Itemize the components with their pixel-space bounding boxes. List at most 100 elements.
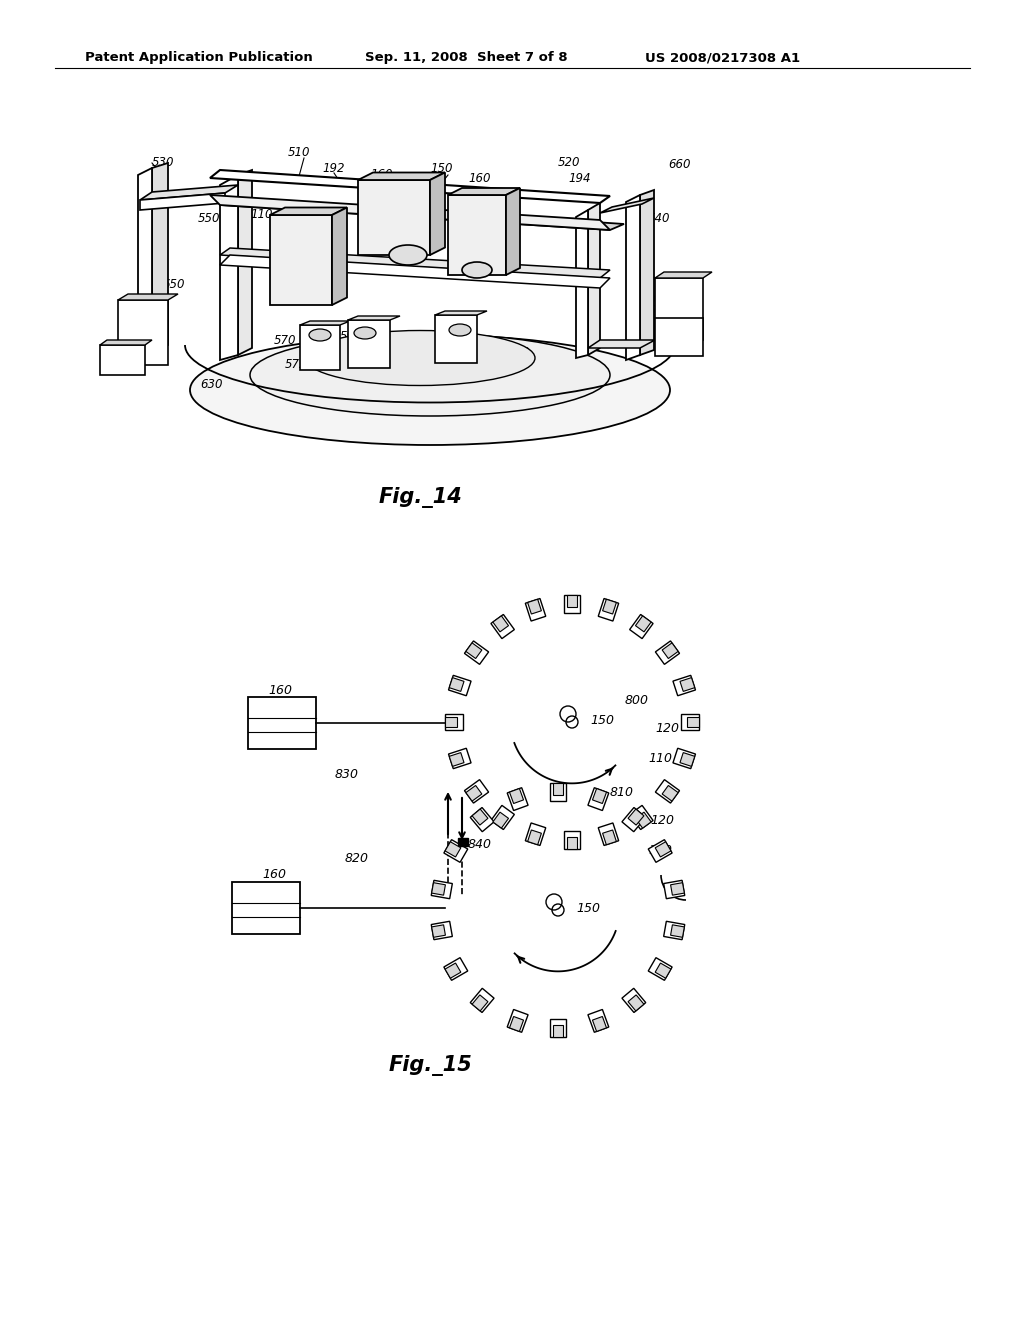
Text: US 2008/0217308 A1: US 2008/0217308 A1: [645, 51, 800, 65]
Text: 582: 582: [508, 346, 530, 359]
Text: 830: 830: [335, 767, 359, 780]
Text: 572: 572: [285, 359, 307, 371]
Polygon shape: [507, 788, 528, 810]
Polygon shape: [100, 341, 152, 345]
Polygon shape: [493, 616, 509, 632]
Polygon shape: [671, 883, 684, 895]
Text: 160: 160: [468, 172, 490, 185]
Text: 120: 120: [655, 722, 679, 734]
Polygon shape: [566, 837, 578, 849]
Polygon shape: [598, 822, 618, 846]
Polygon shape: [270, 215, 332, 305]
Polygon shape: [553, 1026, 563, 1038]
Polygon shape: [220, 176, 238, 360]
Polygon shape: [687, 717, 699, 727]
Ellipse shape: [462, 261, 492, 279]
Polygon shape: [622, 989, 646, 1012]
Polygon shape: [640, 190, 654, 355]
Ellipse shape: [250, 334, 610, 416]
Polygon shape: [525, 822, 546, 846]
Polygon shape: [493, 812, 509, 828]
Circle shape: [566, 715, 578, 729]
Polygon shape: [626, 195, 640, 360]
Text: 110: 110: [648, 751, 672, 764]
Polygon shape: [593, 788, 606, 804]
Text: 580: 580: [452, 350, 474, 363]
Polygon shape: [138, 168, 152, 352]
Polygon shape: [450, 677, 464, 692]
Polygon shape: [332, 207, 347, 305]
Text: 150: 150: [590, 714, 614, 726]
Polygon shape: [655, 272, 712, 279]
Polygon shape: [588, 788, 609, 810]
Polygon shape: [444, 717, 457, 727]
Polygon shape: [472, 995, 488, 1011]
Text: 560: 560: [642, 304, 665, 317]
Polygon shape: [510, 1016, 523, 1031]
Text: 160: 160: [268, 684, 292, 697]
Polygon shape: [663, 643, 678, 659]
Text: 650: 650: [162, 279, 184, 292]
Polygon shape: [636, 616, 651, 632]
Text: 540: 540: [648, 211, 671, 224]
Text: Patent Application Publication: Patent Application Publication: [85, 51, 312, 65]
Polygon shape: [432, 925, 445, 937]
Polygon shape: [220, 255, 610, 288]
Polygon shape: [630, 614, 653, 639]
Polygon shape: [664, 921, 685, 940]
Polygon shape: [358, 180, 430, 255]
Circle shape: [552, 904, 564, 916]
Polygon shape: [465, 642, 488, 664]
Text: 630: 630: [200, 379, 222, 392]
Polygon shape: [152, 162, 168, 348]
Text: 820: 820: [345, 851, 369, 865]
Polygon shape: [348, 315, 400, 319]
Text: 160: 160: [370, 169, 392, 181]
Polygon shape: [648, 840, 672, 862]
Polygon shape: [449, 195, 506, 275]
Polygon shape: [663, 785, 678, 801]
Polygon shape: [566, 594, 578, 607]
Ellipse shape: [389, 246, 427, 265]
Text: Sep. 11, 2008  Sheet 7 of 8: Sep. 11, 2008 Sheet 7 of 8: [365, 51, 567, 65]
Text: 660: 660: [668, 158, 690, 172]
Polygon shape: [443, 957, 468, 981]
Polygon shape: [470, 808, 494, 832]
Bar: [232, 882, 300, 935]
Ellipse shape: [190, 335, 670, 445]
Polygon shape: [507, 1010, 528, 1032]
Polygon shape: [593, 1016, 606, 1031]
Polygon shape: [450, 752, 464, 767]
Polygon shape: [435, 312, 487, 315]
Polygon shape: [470, 989, 494, 1012]
Text: 810: 810: [610, 785, 634, 799]
Text: Fig._14: Fig._14: [378, 487, 462, 508]
Polygon shape: [449, 187, 520, 195]
Text: 530: 530: [152, 157, 174, 169]
Polygon shape: [445, 964, 461, 978]
Text: 570: 570: [274, 334, 297, 346]
Text: 550: 550: [198, 211, 220, 224]
Polygon shape: [655, 842, 671, 857]
Polygon shape: [490, 614, 514, 639]
Polygon shape: [622, 808, 646, 832]
Polygon shape: [100, 345, 145, 375]
Polygon shape: [564, 830, 580, 849]
Polygon shape: [220, 198, 624, 230]
Bar: [655, 318, 703, 356]
Text: 590: 590: [340, 330, 362, 343]
Polygon shape: [140, 185, 238, 201]
Polygon shape: [270, 207, 347, 215]
Text: 160: 160: [262, 869, 286, 882]
Bar: [655, 279, 703, 341]
Polygon shape: [466, 643, 482, 659]
Polygon shape: [443, 840, 468, 862]
Polygon shape: [602, 599, 616, 614]
Polygon shape: [681, 714, 699, 730]
Ellipse shape: [449, 323, 471, 337]
Polygon shape: [636, 812, 651, 828]
Polygon shape: [628, 809, 644, 825]
Text: 670: 670: [145, 312, 168, 325]
Polygon shape: [300, 325, 340, 370]
Text: 640: 640: [648, 323, 671, 337]
